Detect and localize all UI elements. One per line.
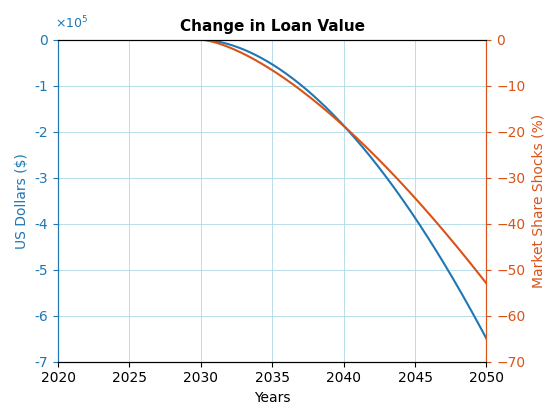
Y-axis label: US Dollars ($): US Dollars ($) <box>15 153 29 249</box>
X-axis label: Years: Years <box>254 391 291 405</box>
Y-axis label: Market Share Shocks (%): Market Share Shocks (%) <box>531 114 545 288</box>
Text: $\times10^5$: $\times10^5$ <box>55 15 88 32</box>
Title: Change in Loan Value: Change in Loan Value <box>180 19 365 34</box>
